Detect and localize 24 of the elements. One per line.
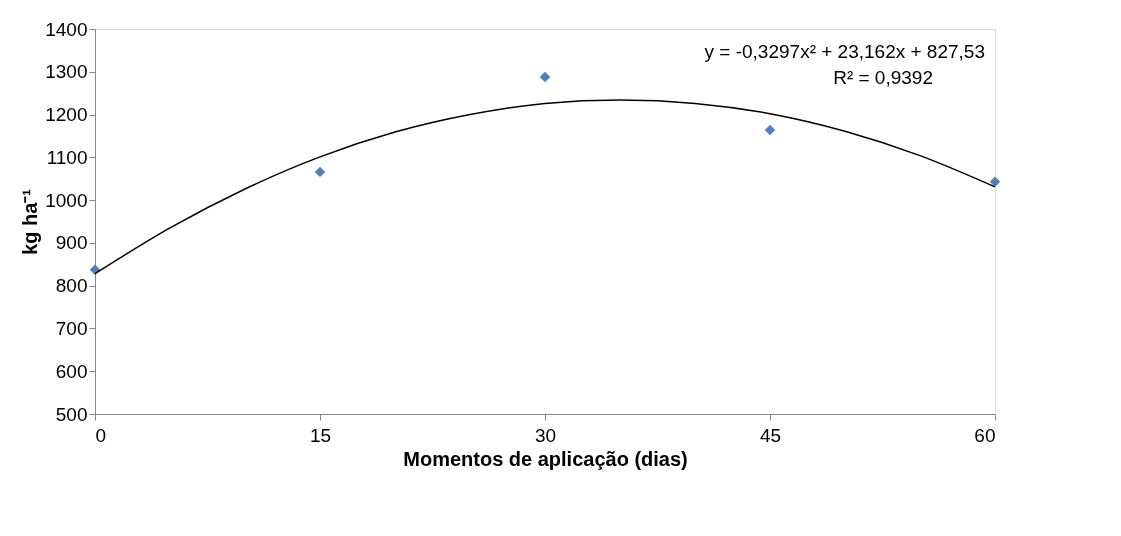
y-tick-label: 1100 — [46, 146, 88, 168]
y-tick-label: 700 — [55, 317, 88, 339]
x-tick-label: 30 — [534, 424, 557, 446]
y-tick-label: 1200 — [45, 104, 88, 126]
annotation: y = -0,3297x² + 23,162x + 827,53 — [704, 41, 985, 62]
y-axis-title: kg ha⁻¹ — [19, 188, 42, 255]
point — [89, 264, 101, 276]
x-tick-label: 60 — [974, 424, 996, 446]
point — [539, 71, 551, 83]
y-tick-label: 1000 — [45, 189, 88, 211]
y-tick-label: 800 — [55, 275, 88, 297]
annotation: R² = 0,9392 — [833, 67, 933, 88]
x-axis-title: Momentos de aplicação (dias) — [403, 447, 688, 470]
point — [764, 124, 776, 136]
point — [989, 176, 1001, 187]
x-tick-label: 0 — [95, 424, 107, 446]
x-tick-label: 15 — [309, 424, 332, 446]
y-tick-label: 1300 — [45, 61, 88, 83]
y-tick-label: 900 — [55, 232, 88, 254]
x-tick-label: 45 — [759, 424, 782, 446]
point — [314, 166, 326, 178]
y-tick-label: 600 — [55, 360, 88, 382]
y-tick-label: 500 — [55, 403, 88, 425]
y-tick-label: 1400 — [45, 18, 88, 40]
